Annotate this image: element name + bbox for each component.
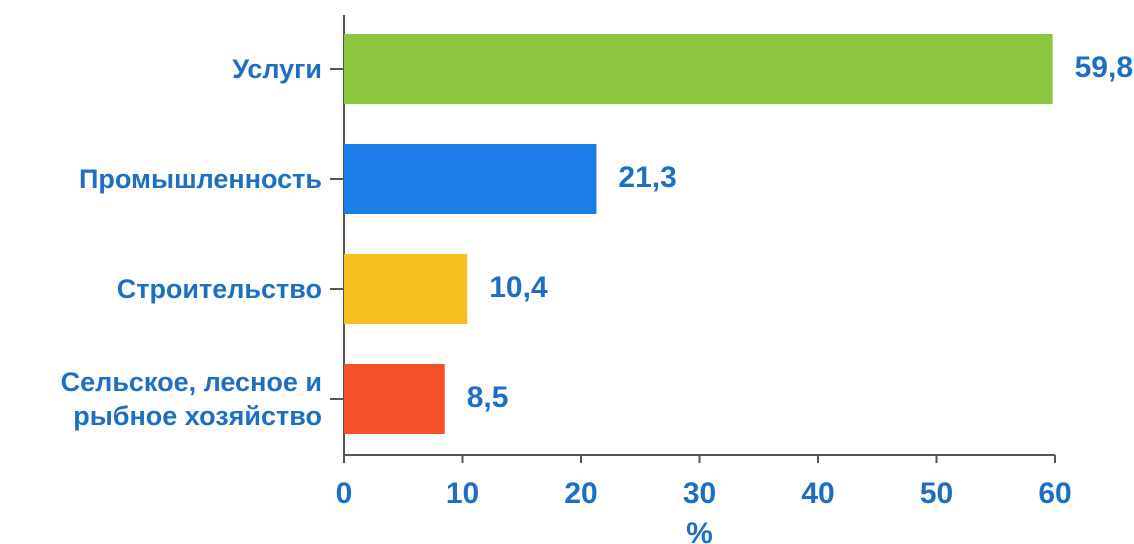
y-tick-label: Сельское, лесное и рыбное хозяйство	[60, 367, 322, 431]
value-label: 21,3	[618, 161, 676, 194]
y-tick-label: Промышленность	[79, 164, 322, 194]
bar	[344, 34, 1053, 104]
value-label: 8,5	[467, 381, 509, 414]
x-tick-label: 60	[1038, 477, 1071, 510]
x-tick-label: 0	[336, 477, 353, 510]
bar	[344, 254, 468, 324]
y-tick-label: Строительство	[116, 274, 322, 304]
x-tick-label: 40	[801, 477, 834, 510]
bar	[344, 144, 597, 214]
value-label: 59,8	[1075, 51, 1133, 84]
x-tick-label: 50	[920, 477, 953, 510]
x-tick-label: 20	[564, 477, 597, 510]
value-label: 10,4	[489, 271, 548, 304]
x-tick-label: 10	[446, 477, 479, 510]
x-tick-label: 30	[683, 477, 716, 510]
bar	[344, 364, 445, 434]
x-axis-label: %	[686, 517, 713, 544]
y-tick-label: Услуги	[232, 54, 322, 84]
